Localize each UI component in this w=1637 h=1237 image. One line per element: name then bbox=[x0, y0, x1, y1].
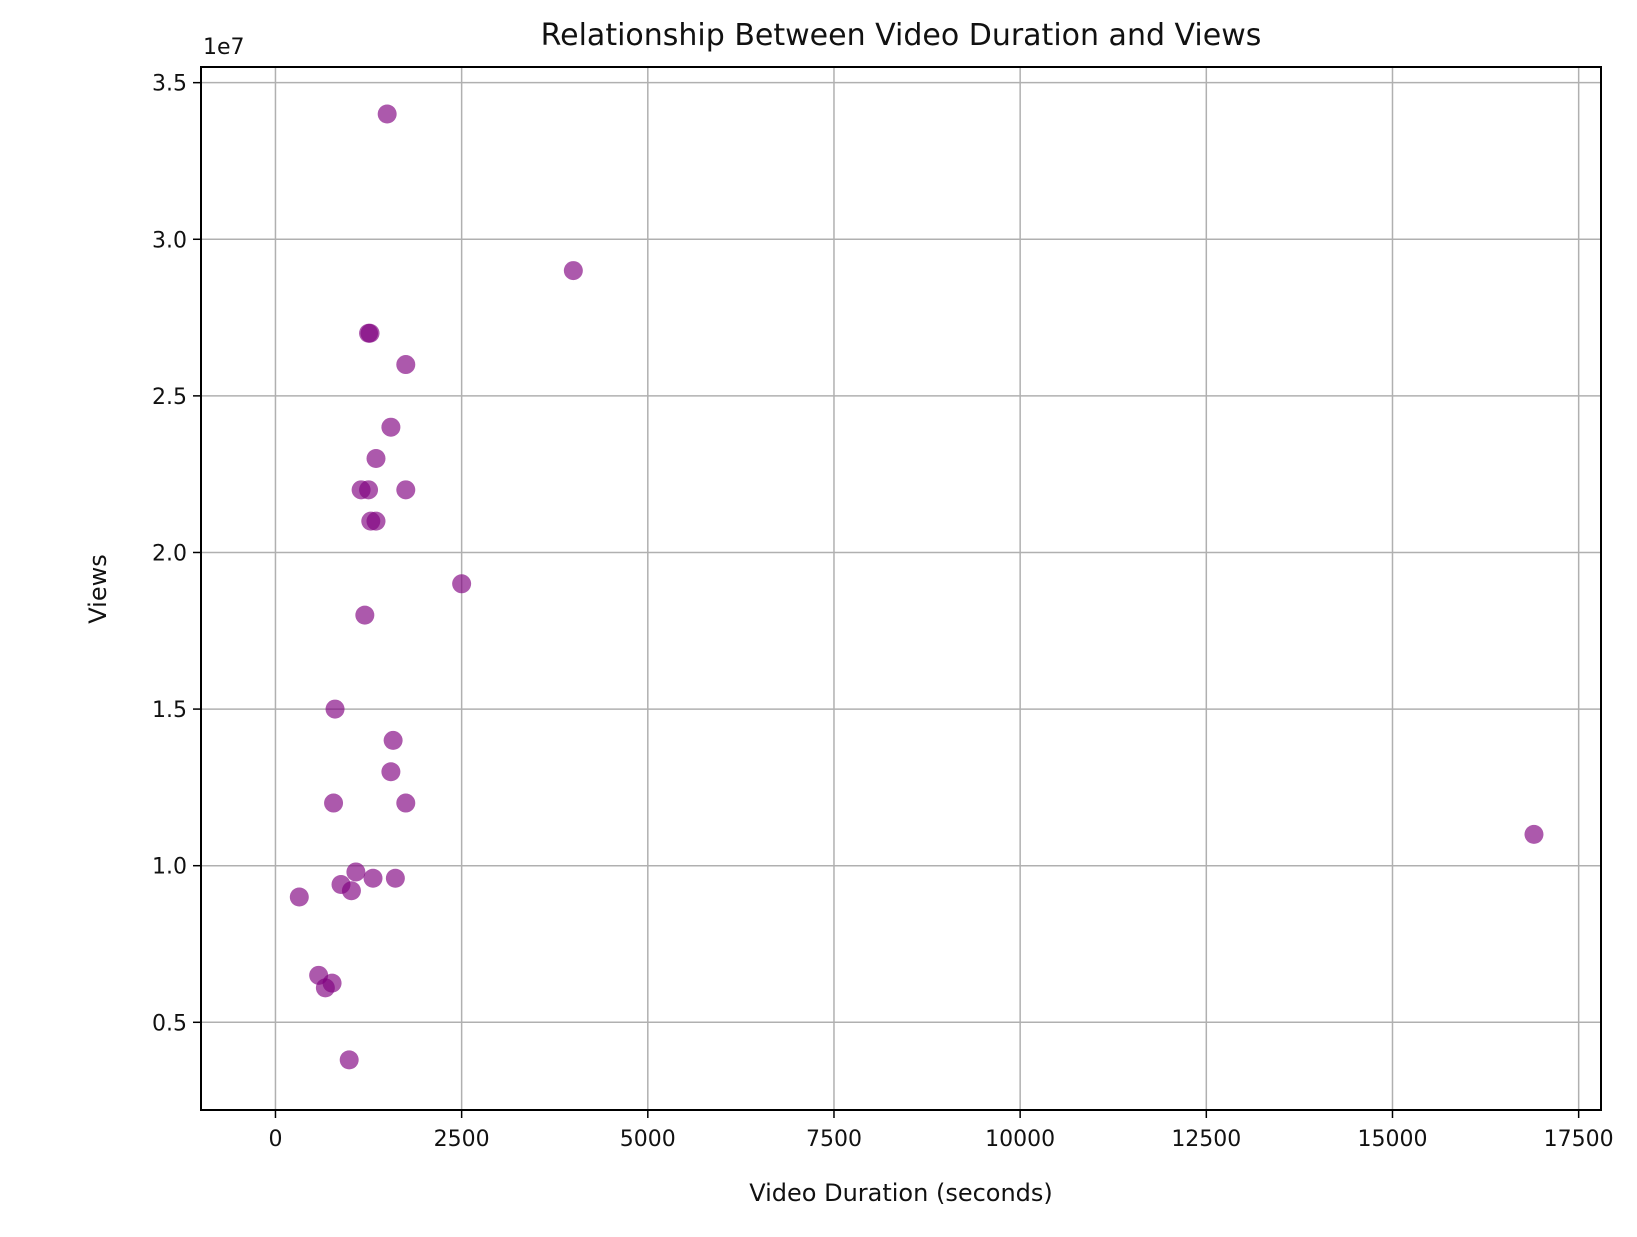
x-tick-label: 5000 bbox=[620, 1127, 676, 1152]
x-tick-label: 7500 bbox=[806, 1127, 862, 1152]
data-point bbox=[385, 868, 405, 888]
data-point bbox=[563, 261, 583, 281]
x-tick-label: 2500 bbox=[434, 1127, 490, 1152]
y-tick-label: 2.0 bbox=[152, 541, 187, 566]
data-point bbox=[1524, 824, 1544, 844]
x-axis-label: Video Duration (seconds) bbox=[749, 1179, 1053, 1207]
y-tick-label: 3.0 bbox=[152, 228, 187, 253]
data-point bbox=[377, 104, 397, 124]
data-point bbox=[381, 417, 401, 437]
y-tick-label: 1.0 bbox=[152, 855, 187, 880]
data-point bbox=[315, 978, 335, 998]
data-point bbox=[381, 762, 401, 782]
data-point bbox=[396, 793, 416, 813]
data-point bbox=[341, 881, 361, 901]
data-point bbox=[452, 574, 472, 594]
data-point bbox=[360, 323, 380, 343]
y-axis-label: Views bbox=[84, 554, 112, 623]
x-tick-label: 15000 bbox=[1357, 1127, 1427, 1152]
data-point bbox=[363, 868, 383, 888]
data-point bbox=[355, 605, 375, 625]
plot-area-frame bbox=[200, 66, 1602, 1111]
y-tick-label: 1.5 bbox=[152, 698, 187, 723]
data-point bbox=[339, 1050, 359, 1070]
data-point bbox=[366, 449, 386, 469]
data-point bbox=[325, 699, 345, 719]
data-point bbox=[383, 730, 403, 750]
scatter-points bbox=[289, 104, 1544, 1070]
axis-ticks: 0 2500 5000 7500 10000 12500 15000 17500 0.5 1.0 1… bbox=[152, 72, 1614, 1152]
grid-lines bbox=[201, 67, 1601, 1110]
data-point bbox=[324, 793, 344, 813]
y-tick-label: 3.5 bbox=[152, 72, 187, 97]
x-tick-label: 10000 bbox=[985, 1127, 1055, 1152]
data-point bbox=[396, 480, 416, 500]
y-tick-label: 0.5 bbox=[152, 1011, 187, 1036]
data-point bbox=[289, 887, 309, 907]
data-point bbox=[346, 862, 366, 882]
chart-title: Relationship Between Video Duration and … bbox=[541, 18, 1262, 53]
data-point bbox=[366, 511, 386, 531]
x-tick-label: 0 bbox=[268, 1127, 282, 1152]
x-tick-label: 12500 bbox=[1171, 1127, 1241, 1152]
x-tick-label: 17500 bbox=[1544, 1127, 1614, 1152]
data-point bbox=[396, 355, 416, 375]
data-point bbox=[359, 480, 379, 500]
y-axis-offset-label: 1e7 bbox=[203, 35, 245, 60]
y-tick-label: 2.5 bbox=[152, 385, 187, 410]
